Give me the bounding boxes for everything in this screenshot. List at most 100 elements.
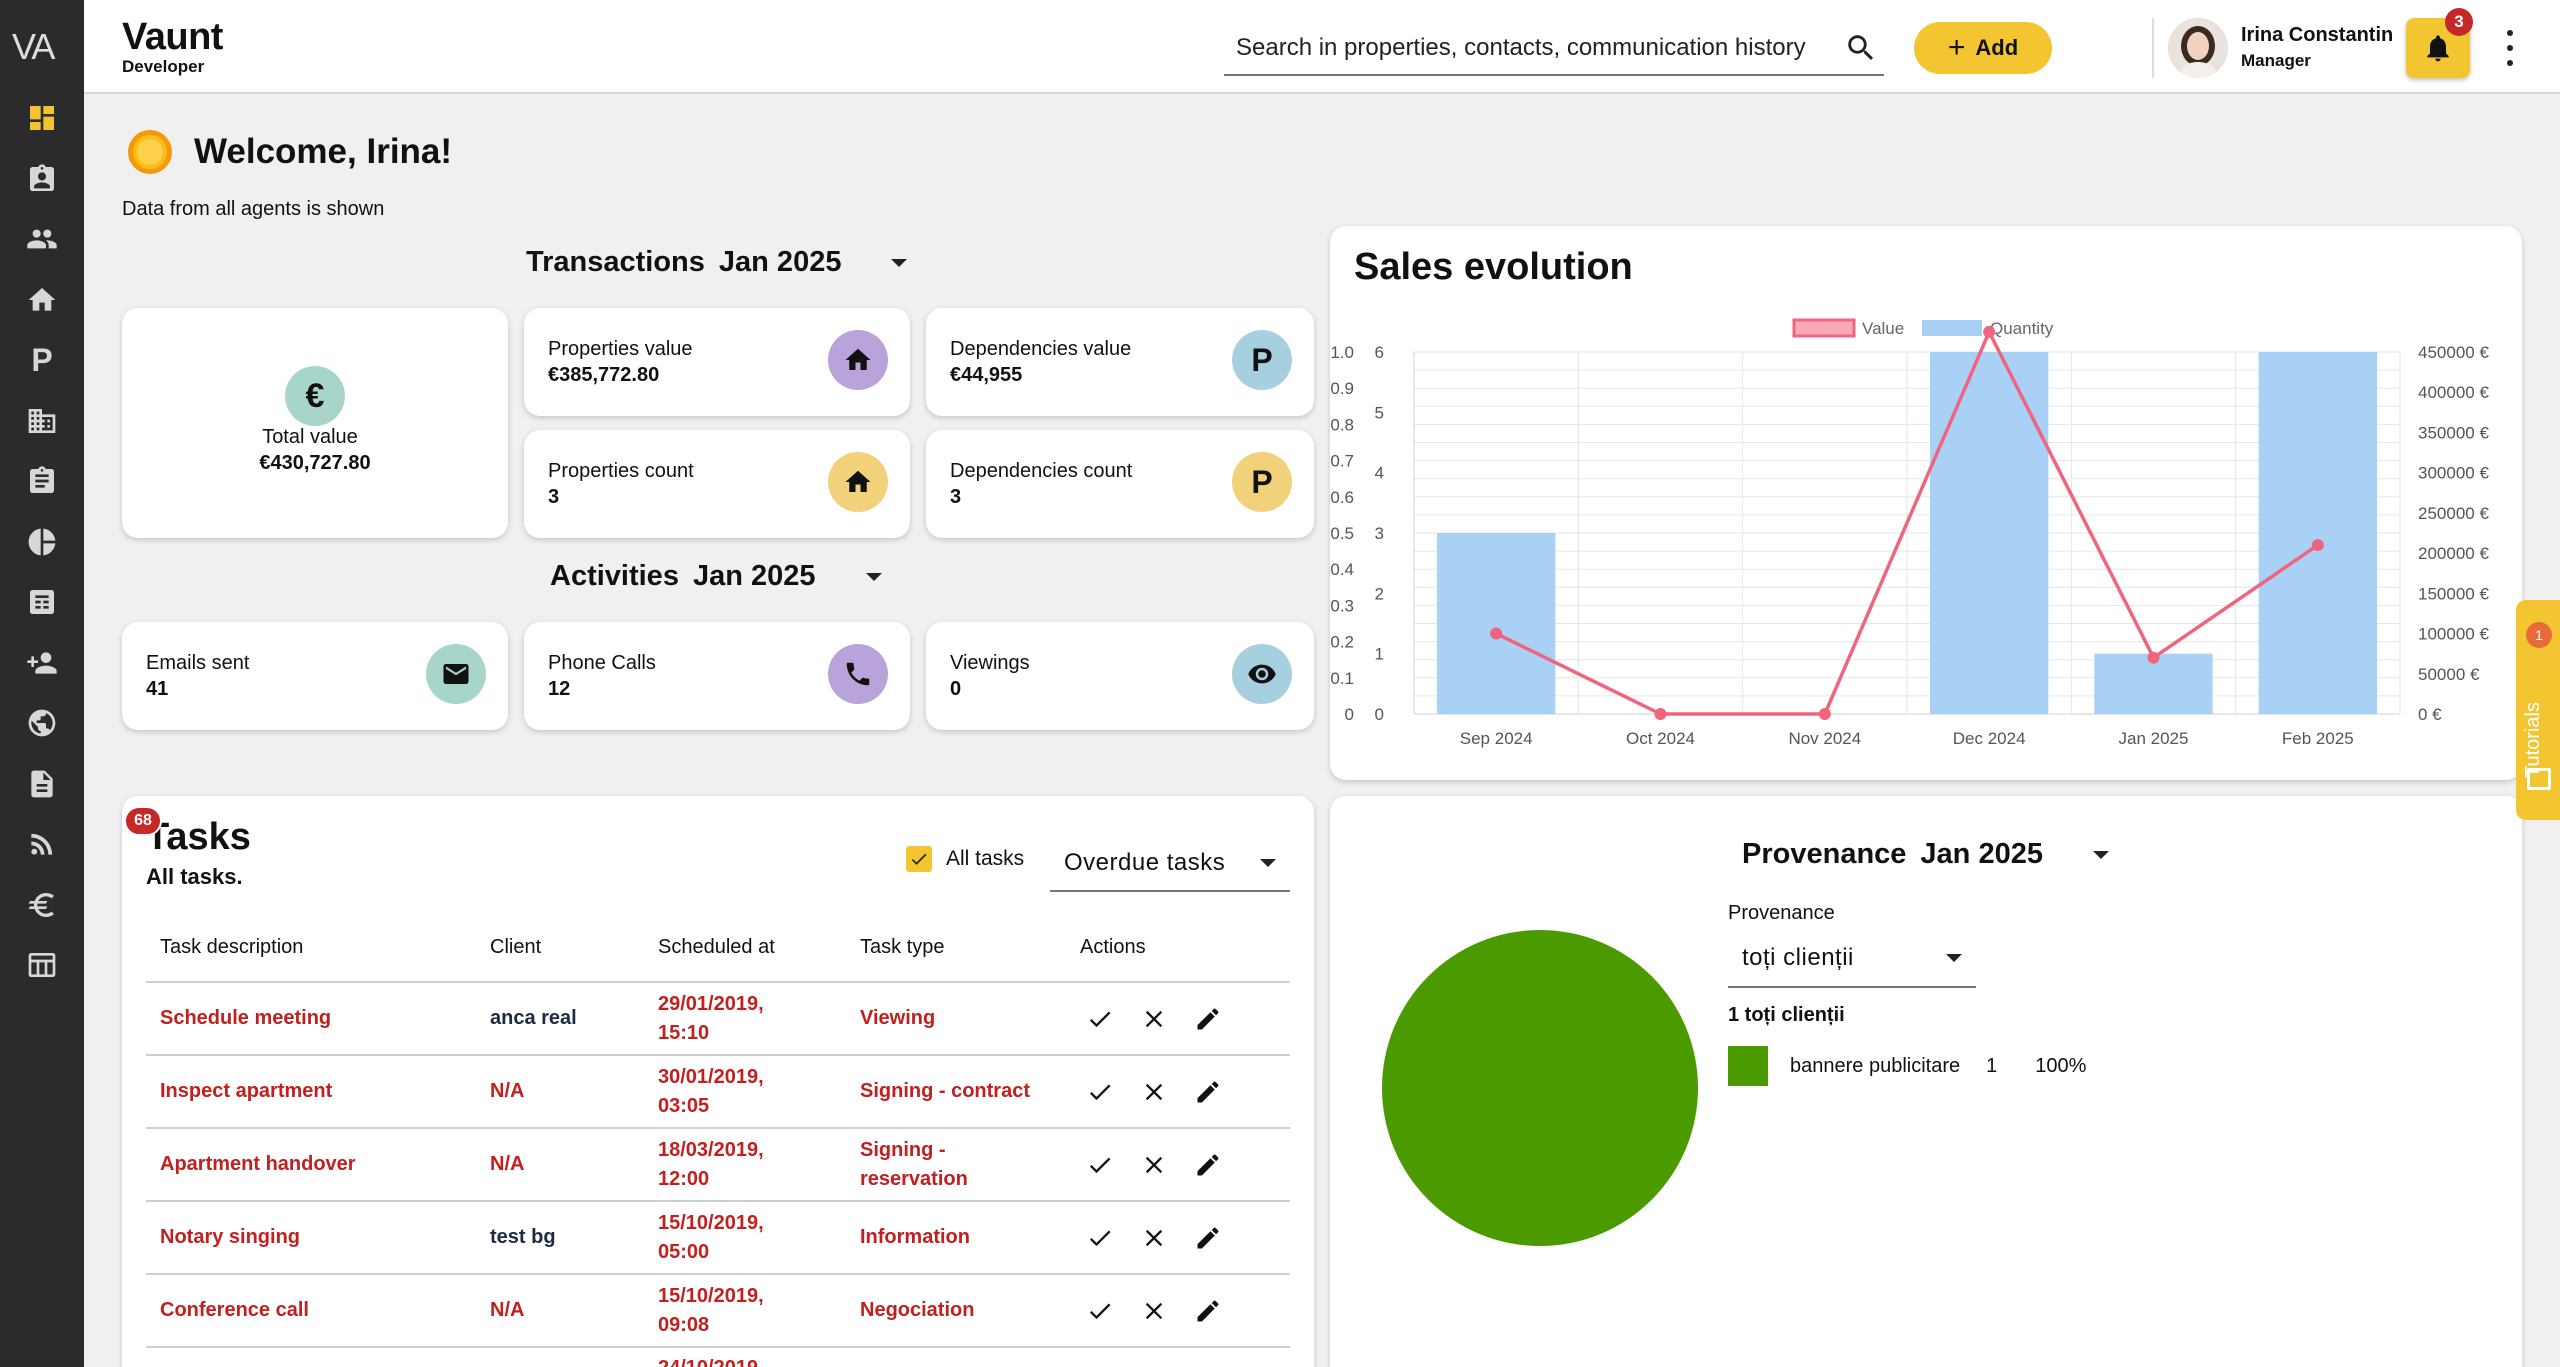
- task-time: 15:10: [658, 1021, 710, 1044]
- sidebar-item-dashboard[interactable]: [0, 88, 84, 149]
- tutorials-badge: 1: [2526, 622, 2552, 648]
- x-tick-label: Sep 2024: [1460, 729, 1533, 748]
- transactions-period-select[interactable]: Transactions Jan 2025: [526, 246, 908, 279]
- sidebar-item-finance[interactable]: [0, 875, 84, 936]
- transactions-period: Jan 2025: [718, 246, 842, 278]
- task-description[interactable]: Schedule meeting: [146, 982, 476, 1056]
- provenance-pie-slice[interactable]: [1382, 930, 1698, 1246]
- sidebar-item-properties[interactable]: [0, 270, 84, 331]
- properties-value-amount: €385,772.80: [548, 364, 660, 386]
- task-description[interactable]: [146, 1347, 476, 1367]
- cancel-task-close-icon[interactable]: [1134, 1145, 1174, 1185]
- more-dot-icon: [2507, 60, 2513, 66]
- sidebar-item-tables[interactable]: [0, 935, 84, 996]
- task-type-line1: Information: [860, 1226, 970, 1248]
- cancel-task-close-icon[interactable]: [1134, 1218, 1174, 1258]
- search-icon[interactable]: [1844, 31, 1878, 65]
- more-menu-button[interactable]: [2500, 30, 2520, 66]
- sidebar-item-parking[interactable]: P: [0, 330, 84, 391]
- add-button[interactable]: + Add: [1914, 22, 2052, 74]
- task-description[interactable]: Conference call: [146, 1274, 476, 1348]
- task-client[interactable]: N/A: [476, 1055, 644, 1129]
- x-tick-label: Dec 2024: [1953, 729, 2026, 748]
- task-client[interactable]: [476, 1347, 644, 1367]
- table-row[interactable]: Inspect apartment N/A 30/01/2019, 03:05 Sign…: [146, 1055, 1290, 1129]
- table-row[interactable]: Schedule meeting anca real 29/01/2019, 15:1…: [146, 982, 1290, 1056]
- complete-task-check-icon[interactable]: [1080, 999, 1120, 1039]
- task-actions: [1066, 1274, 1290, 1348]
- cancel-task-close-icon[interactable]: [1134, 999, 1174, 1039]
- all-tasks-checkbox[interactable]: [906, 846, 932, 872]
- column-header[interactable]: Task type: [846, 914, 1066, 983]
- all-tasks-toggle[interactable]: All tasks: [906, 846, 1024, 872]
- task-filter-select[interactable]: Overdue tasks: [1050, 836, 1290, 892]
- sidebar-item-add-user[interactable]: [0, 633, 84, 694]
- tutorials-tab[interactable]: 1 Tutorials: [2516, 600, 2560, 820]
- task-type-line1: Viewing: [860, 1007, 936, 1029]
- complete-task-check-icon[interactable]: [1080, 1072, 1120, 1112]
- provenance-select[interactable]: toți clienții: [1728, 930, 1976, 988]
- edit-task-pencil-icon[interactable]: [1188, 999, 1228, 1039]
- table-row[interactable]: Conference call N/A 15/10/2019, 09:08 Negoci…: [146, 1274, 1290, 1348]
- parking-icon: P: [31, 341, 53, 378]
- provenance-select-value: toți clienții: [1742, 944, 1854, 971]
- search-input[interactable]: [1224, 34, 1844, 62]
- column-header[interactable]: Client: [476, 914, 644, 983]
- header-divider: [2152, 18, 2154, 78]
- user-info[interactable]: Irina Constantin Manager: [2241, 24, 2393, 71]
- complete-task-check-icon[interactable]: [1080, 1218, 1120, 1258]
- sidebar-item-people[interactable]: [0, 209, 84, 270]
- edit-task-pencil-icon[interactable]: [1188, 1218, 1228, 1258]
- complete-task-check-icon[interactable]: [1080, 1145, 1120, 1185]
- sales-evolution-chart[interactable]: Value Quantity 1.0 0.9 0.8 0.7 0.6 0.5 0.4 0.3 0.2…: [1330, 310, 2522, 770]
- sidebar-item-feeds[interactable]: [0, 814, 84, 875]
- sidebar-item-calculator[interactable]: [0, 572, 84, 633]
- provenance-summary: 1 toți clienții: [1728, 1004, 1845, 1026]
- task-type: Signing - reservation: [846, 1128, 1066, 1202]
- task-description[interactable]: Apartment handover: [146, 1128, 476, 1202]
- table-row[interactable]: Apartment handover N/A 18/03/2019, 12:00 Sig…: [146, 1128, 1290, 1202]
- search-bar[interactable]: [1224, 22, 1884, 76]
- cancel-task-close-icon[interactable]: [1134, 1291, 1174, 1331]
- properties-count-value: 3: [548, 486, 560, 508]
- value-point: [1490, 627, 1503, 640]
- activities-period-select[interactable]: Activities Jan 2025: [550, 560, 882, 593]
- complete-task-check-icon[interactable]: [1080, 1291, 1120, 1331]
- edit-task-pencil-icon[interactable]: [1188, 1291, 1228, 1331]
- y-left-tick-label: 5: [1375, 403, 1384, 422]
- edit-task-pencil-icon[interactable]: [1188, 1145, 1228, 1185]
- avatar[interactable]: [2168, 18, 2228, 78]
- sun-icon: [128, 130, 172, 174]
- sidebar-item-buildings[interactable]: [0, 391, 84, 452]
- task-actions: [1066, 1347, 1290, 1367]
- eye-icon: [1232, 644, 1292, 704]
- app-logo[interactable]: VA: [12, 26, 55, 67]
- provenance-legend-item: bannere publicitare 1 100%: [1728, 1046, 2086, 1086]
- task-client[interactable]: anca real: [476, 982, 644, 1056]
- total-value-amount: €430,727.80: [259, 452, 371, 474]
- sidebar-item-tasks[interactable]: [0, 451, 84, 512]
- y-right-tick-label: 200000 €: [2418, 544, 2489, 563]
- y-right-tick-label: 150000 €: [2418, 584, 2489, 603]
- edit-task-pencil-icon[interactable]: [1188, 1072, 1228, 1112]
- sidebar-item-contacts[interactable]: [0, 149, 84, 210]
- sidebar-item-documents[interactable]: [0, 754, 84, 815]
- task-client[interactable]: N/A: [476, 1128, 644, 1202]
- task-actions: [1066, 1055, 1290, 1129]
- provenance-title: Provenance: [1742, 838, 1907, 870]
- sidebar-item-web[interactable]: [0, 693, 84, 754]
- cancel-task-close-icon[interactable]: [1134, 1072, 1174, 1112]
- table-row[interactable]: Notary singing test bg 15/10/2019, 05:00 Inf…: [146, 1201, 1290, 1275]
- task-client[interactable]: test bg: [476, 1201, 644, 1275]
- provenance-field-label: Provenance: [1728, 902, 1835, 924]
- task-client[interactable]: N/A: [476, 1274, 644, 1348]
- sidebar-item-reports[interactable]: [0, 512, 84, 573]
- column-header[interactable]: Task description: [146, 914, 476, 983]
- table-row[interactable]: 24/10/2019,: [146, 1347, 1290, 1367]
- column-header[interactable]: Scheduled at: [644, 914, 846, 983]
- provenance-period-select[interactable]: Provenance Jan 2025: [1742, 838, 2109, 871]
- task-description[interactable]: Notary singing: [146, 1201, 476, 1275]
- legend-swatch: [1728, 1046, 1768, 1086]
- clipboard-icon: [30, 466, 54, 494]
- task-description[interactable]: Inspect apartment: [146, 1055, 476, 1129]
